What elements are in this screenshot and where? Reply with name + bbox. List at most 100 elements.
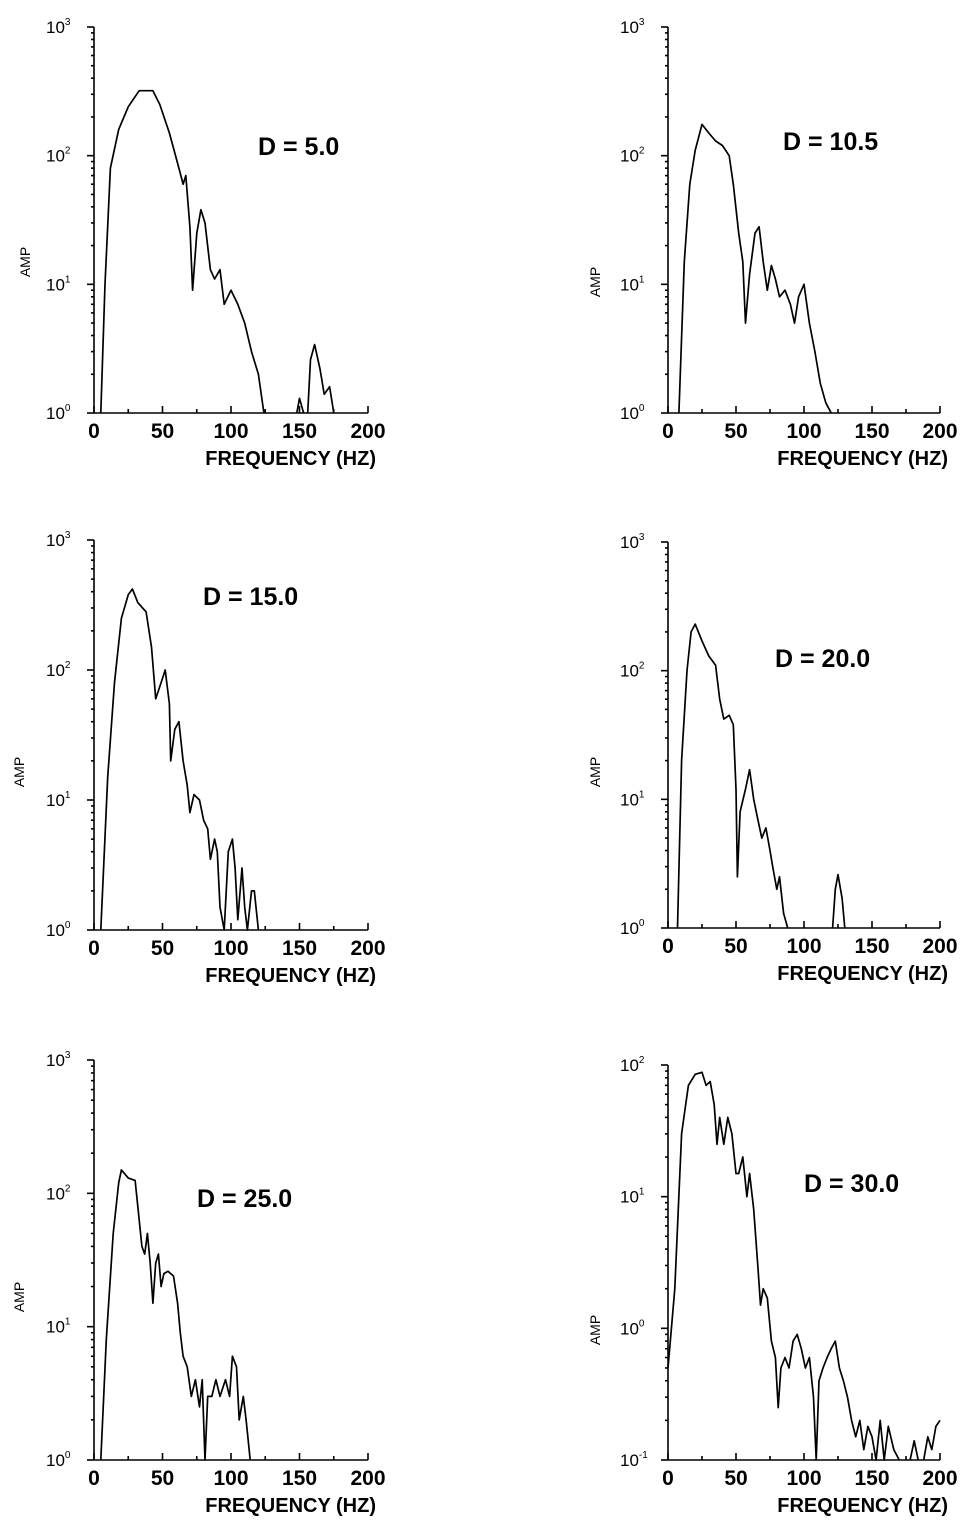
y-axis-label: AMP <box>11 757 27 787</box>
x-tick-label: 150 <box>854 1467 889 1490</box>
y-tick-label: 100 <box>46 920 71 940</box>
y-tick-base: 10 <box>46 1051 65 1070</box>
y-tick-label: 101 <box>620 1187 645 1207</box>
y-tick-base: 10 <box>46 1318 65 1337</box>
distance-annotation: D = 30.0 <box>804 1170 899 1198</box>
y-tick-base: 10 <box>620 790 639 809</box>
x-tick-label: 100 <box>213 937 248 960</box>
spectrum-line-segment-1 <box>667 1071 900 1461</box>
y-tick-exponent: 2 <box>639 661 645 672</box>
y-tick-label: 101 <box>46 274 71 294</box>
y-tick-label: 102 <box>620 146 645 166</box>
x-tick-label: 50 <box>151 420 174 443</box>
y-tick-label: 101 <box>46 790 71 810</box>
y-tick-exponent: 2 <box>639 1055 645 1066</box>
y-tick-label: 100 <box>620 403 645 423</box>
y-tick-exponent: 3 <box>65 1050 71 1061</box>
distance-annotation: D = 5.0 <box>258 133 339 161</box>
y-tick-base: 10 <box>620 147 639 166</box>
x-tick-label: 150 <box>282 420 317 443</box>
x-tick-label: 50 <box>151 937 174 960</box>
x-tick-label: 50 <box>724 935 747 958</box>
y-axis-label: AMP <box>17 247 33 277</box>
distance-annotation: D = 25.0 <box>197 1185 292 1213</box>
y-tick-label: 102 <box>46 1183 71 1203</box>
x-tick-label: 0 <box>662 935 674 958</box>
y-tick-exponent: 3 <box>639 532 645 543</box>
y-axis-label: AMP <box>587 757 603 787</box>
y-tick-exponent: 3 <box>65 530 71 541</box>
y-tick-base: 10 <box>620 404 639 423</box>
spectrum-line-segment-1 <box>99 89 265 414</box>
x-tick-label: 200 <box>922 1467 957 1490</box>
y-tick-label: 100 <box>46 1450 71 1470</box>
y-tick-base: 10 <box>46 18 65 37</box>
x-axis-label: FREQUENCY (HZ) <box>205 1495 376 1517</box>
y-tick-base: 10 <box>46 1184 65 1203</box>
x-tick-label: 50 <box>724 420 747 443</box>
y-tick-base: 10 <box>620 275 639 294</box>
y-tick-exponent: 1 <box>639 789 645 800</box>
x-tick-label: 100 <box>786 1467 821 1490</box>
x-tick-label: 100 <box>786 935 821 958</box>
y-tick-exponent: 0 <box>639 918 645 929</box>
distance-annotation: D = 20.0 <box>775 645 870 673</box>
y-tick-base: 10 <box>620 1188 639 1207</box>
y-tick-label: 101 <box>620 789 645 809</box>
y-tick-exponent: 2 <box>639 146 645 157</box>
distance-annotation: D = 15.0 <box>203 583 298 611</box>
x-tick-label: 100 <box>786 420 821 443</box>
y-axis-label: AMP <box>587 1315 603 1345</box>
y-tick-base: 10 <box>46 404 65 423</box>
y-tick-label: 102 <box>46 146 71 166</box>
y-tick-label: 10-1 <box>620 1450 648 1470</box>
y-tick-base: 10 <box>620 1451 639 1470</box>
y-tick-exponent: 1 <box>65 274 71 285</box>
spectrum-line-segment-2 <box>909 1439 920 1461</box>
y-tick-label: 103 <box>620 532 645 552</box>
y-tick-label: 103 <box>46 17 71 37</box>
y-tick-base: 10 <box>46 661 65 680</box>
y-tick-exponent: 1 <box>65 1317 71 1328</box>
y-tick-label: 103 <box>620 17 645 37</box>
y-tick-base: 10 <box>620 18 639 37</box>
spectrum-line-segment-1 <box>676 623 789 929</box>
x-tick-label: 50 <box>151 1467 174 1490</box>
y-tick-exponent: 3 <box>65 17 71 28</box>
distance-annotation: D = 10.5 <box>783 128 878 156</box>
y-tick-exponent: 0 <box>65 403 71 414</box>
y-tick-exponent: 3 <box>639 17 645 28</box>
x-tick-label: 0 <box>88 420 100 443</box>
y-tick-base: 10 <box>46 791 65 810</box>
x-tick-label: 0 <box>88 937 100 960</box>
y-tick-label: 103 <box>46 530 71 550</box>
y-tick-label: 103 <box>46 1050 71 1070</box>
x-tick-label: 0 <box>88 1467 100 1490</box>
x-axis-label: FREQUENCY (HZ) <box>777 963 948 985</box>
y-tick-exponent: 0 <box>639 403 645 414</box>
y-tick-exponent: 2 <box>65 660 71 671</box>
x-tick-label: 100 <box>213 420 248 443</box>
y-tick-exponent: 1 <box>639 1187 645 1198</box>
x-tick-label: 200 <box>350 937 385 960</box>
x-tick-label: 150 <box>854 935 889 958</box>
y-tick-base: 10 <box>46 921 65 940</box>
x-tick-label: 200 <box>350 420 385 443</box>
y-tick-exponent: 1 <box>65 790 71 801</box>
spectrum-line-segment-2 <box>295 397 305 414</box>
x-tick-label: 150 <box>282 937 317 960</box>
y-tick-label: 102 <box>620 1055 645 1075</box>
x-tick-label: 0 <box>662 420 674 443</box>
y-tick-label: 102 <box>46 660 71 680</box>
x-tick-label: 200 <box>922 935 957 958</box>
spectrum-line-segment-3 <box>922 1419 941 1461</box>
x-tick-label: 50 <box>724 1467 747 1490</box>
y-axis-label: AMP <box>587 267 603 297</box>
spectrum-line-segment-1 <box>678 123 832 414</box>
